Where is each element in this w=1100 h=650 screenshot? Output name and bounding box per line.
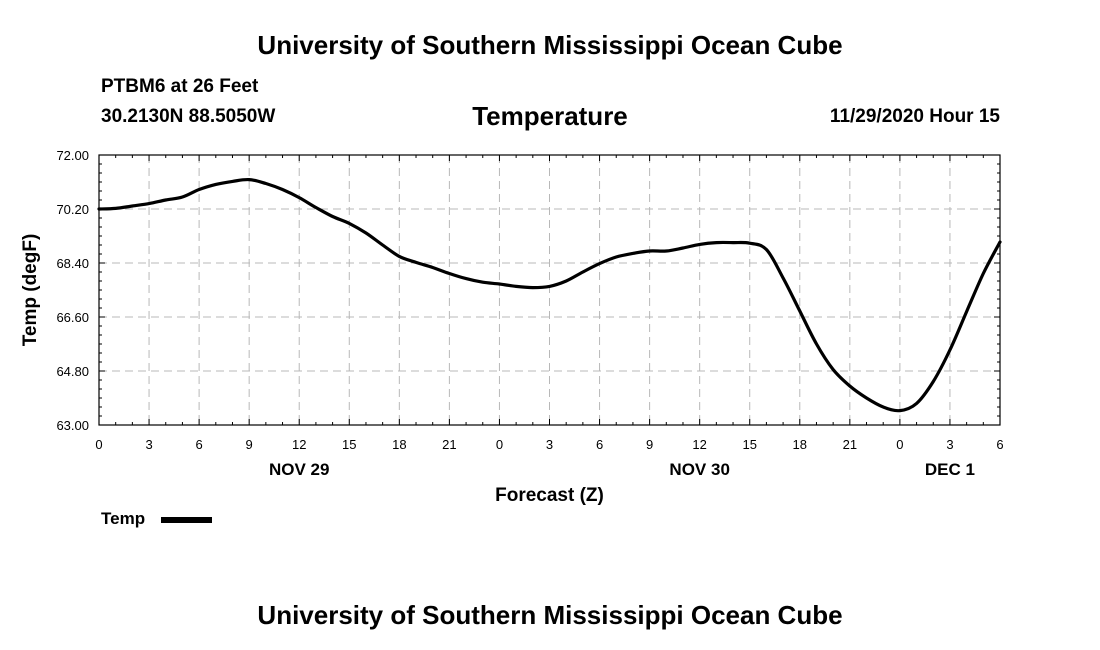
top-title: University of Southern Mississippi Ocean… (257, 30, 843, 60)
x-tick-label: 15 (342, 437, 356, 452)
date-label: NOV 30 (669, 460, 729, 479)
x-tick-label: 0 (95, 437, 102, 452)
axis-ticks (98, 154, 1001, 426)
y-tick-label: 63.00 (56, 418, 89, 433)
y-tick-label: 64.80 (56, 364, 89, 379)
x-tick-label: 6 (596, 437, 603, 452)
x-tick-label: 21 (843, 437, 857, 452)
chart-title: Temperature (472, 101, 628, 131)
x-tick-label: 0 (496, 437, 503, 452)
x-tick-label: 3 (546, 437, 553, 452)
date-label: NOV 29 (269, 460, 329, 479)
x-tick-label: 6 (195, 437, 202, 452)
x-tick-label: 9 (246, 437, 253, 452)
legend-swatch (161, 517, 212, 523)
y-axis-title: Temp (degF) (20, 234, 41, 347)
y-tick-label: 66.60 (56, 310, 89, 325)
x-tick-label: 18 (392, 437, 406, 452)
x-tick-label: 12 (292, 437, 306, 452)
y-tick-label: 70.20 (56, 202, 89, 217)
x-tick-label: 12 (692, 437, 706, 452)
temp-series-line (97, 177, 1002, 413)
legend-label: Temp (101, 509, 146, 528)
y-tick-label: 68.40 (56, 256, 89, 271)
date-label: DEC 1 (925, 460, 975, 479)
x-tick-label: 3 (145, 437, 152, 452)
series-layer (97, 177, 1002, 413)
grid (99, 155, 1000, 425)
x-axis-title: Forecast (Z) (495, 485, 604, 506)
x-tick-label: 15 (742, 437, 756, 452)
forecast-run-time: 11/29/2020 Hour 15 (829, 106, 1000, 127)
bottom-title: University of Southern Mississippi Ocean… (257, 600, 843, 630)
station-name: PTBM6 at 26 Feet (101, 76, 259, 97)
x-tick-label: 18 (793, 437, 807, 452)
x-tick-label: 0 (896, 437, 903, 452)
x-tick-label: 3 (946, 437, 953, 452)
axis-labels: 0 3 6 9 12 15 18 21 0 3 6 9 12 15 18 21 0 3 6 63.00 64.80 66.… (20, 148, 1004, 506)
x-tick-label: 21 (442, 437, 456, 452)
x-tick-label: 6 (996, 437, 1003, 452)
station-coordinates: 30.2130N 88.5050W (101, 106, 276, 127)
x-tick-label: 9 (646, 437, 653, 452)
y-tick-label: 72.00 (56, 148, 89, 163)
